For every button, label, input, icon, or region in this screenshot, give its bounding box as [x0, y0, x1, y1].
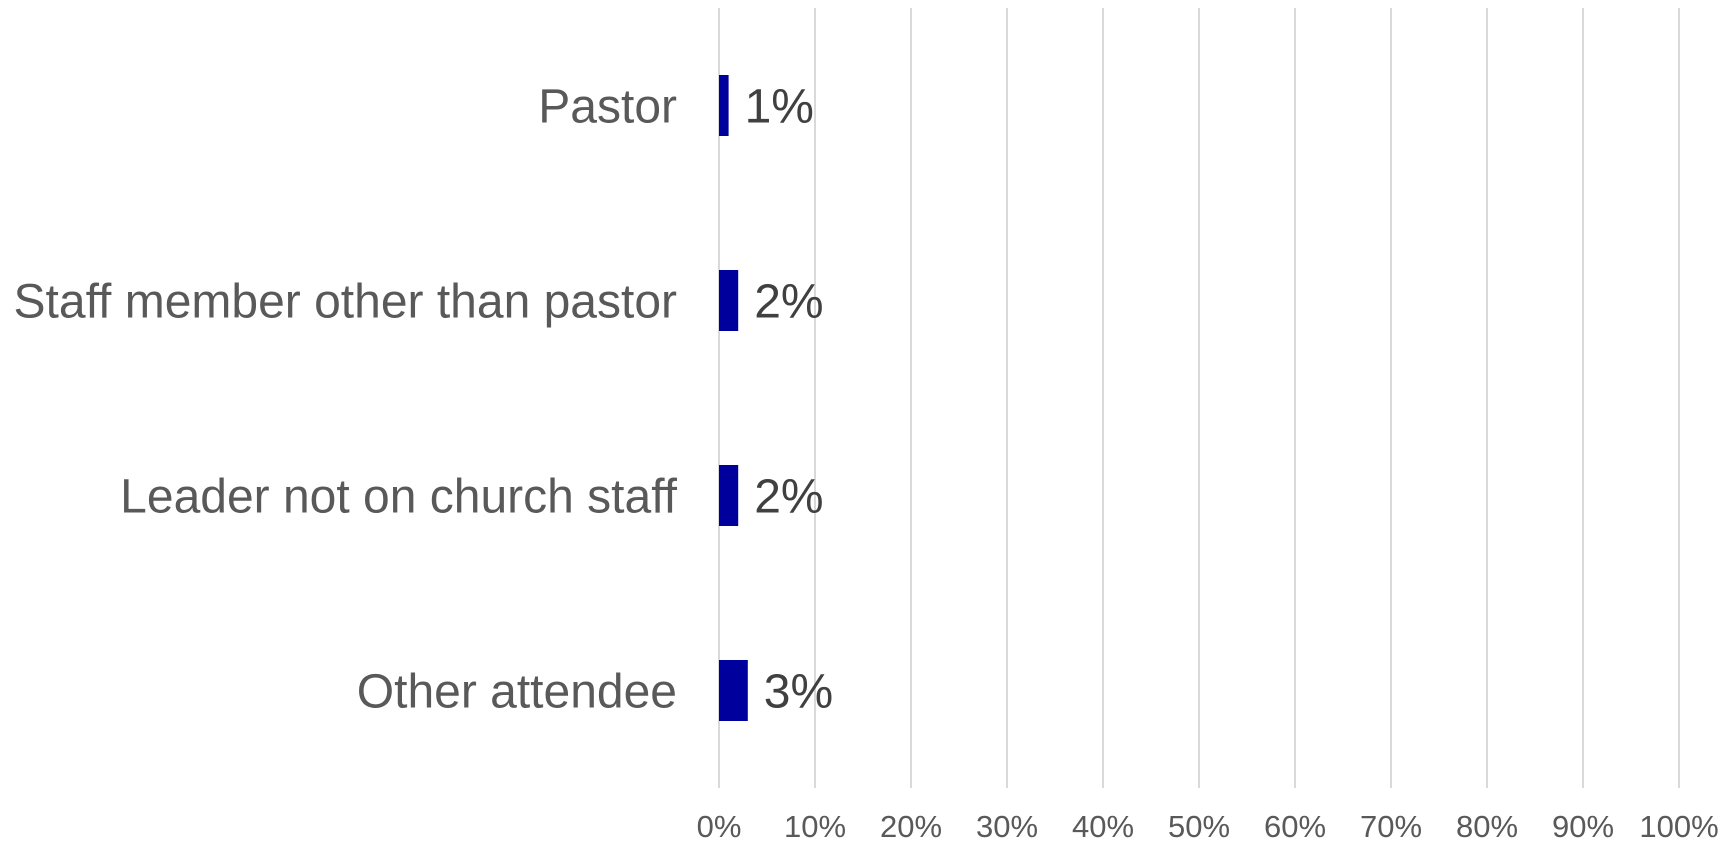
x-tick-label: 30% [976, 809, 1038, 840]
category-label: Other attendee [357, 666, 677, 719]
x-tick-label: 50% [1168, 809, 1230, 840]
x-tick-label: 20% [880, 809, 942, 840]
bar [719, 270, 739, 331]
data-label: 2% [754, 471, 823, 524]
bars [719, 75, 748, 721]
x-tick-label: 80% [1456, 809, 1518, 840]
x-tick-label: 90% [1552, 809, 1614, 840]
x-tick-label: 60% [1264, 809, 1326, 840]
category-label: Leader not on church staff [120, 471, 677, 524]
bar [719, 465, 739, 526]
x-axis-tick-labels: 0% 10% 20% 30% 40% 50% 60% 70% 80% 90% 100% [697, 809, 1719, 844]
data-label: 3% [764, 666, 833, 719]
x-tick-label: 10% [784, 809, 846, 840]
data-label: 1% [745, 81, 814, 134]
x-tick-label: 0% [697, 809, 742, 840]
bar [719, 75, 729, 136]
gridlines [718, 8, 1680, 788]
category-label: Staff member other than pastor [14, 276, 677, 329]
x-tick-label: 40% [1072, 809, 1134, 840]
bar [719, 660, 748, 721]
x-tick-label: 70% [1360, 809, 1422, 840]
data-labels: 1% 2% 2% 3% [745, 81, 834, 719]
category-label: Pastor [538, 81, 677, 134]
category-labels: Pastor Staff member other than pastor Lead… [14, 81, 678, 719]
x-tick-label: 100% [1639, 809, 1718, 840]
data-label: 2% [754, 276, 823, 329]
